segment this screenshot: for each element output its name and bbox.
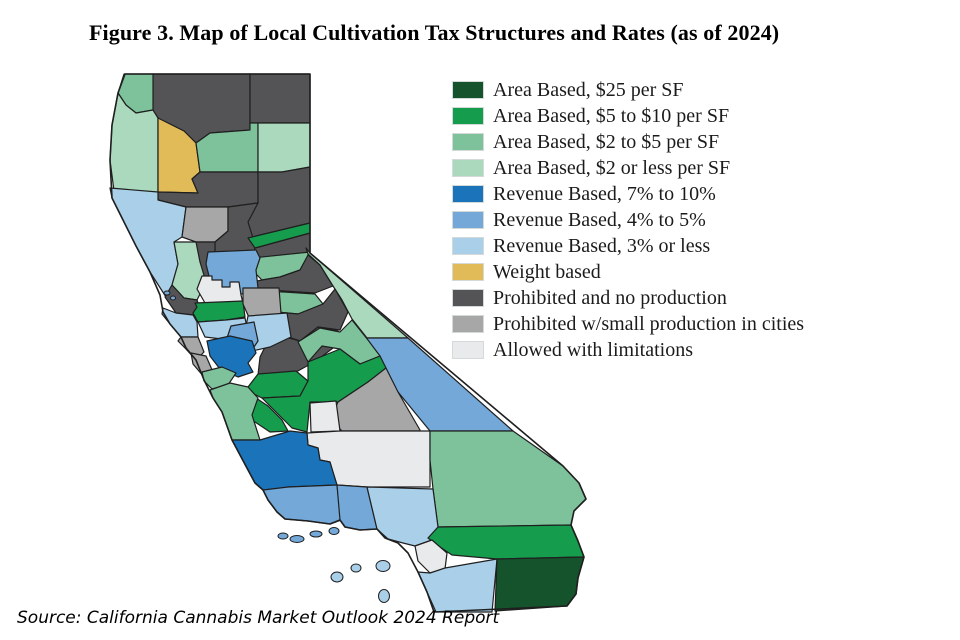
legend-item: Area Based, $2 or less per SF <box>452 155 804 181</box>
legend-item: Revenue Based, 3% or less <box>452 233 804 259</box>
state-outline <box>109 73 587 613</box>
county-monterey <box>209 382 261 441</box>
island <box>330 571 344 583</box>
legend-item: Revenue Based, 4% to 5% <box>452 207 804 233</box>
county-merced <box>247 370 309 399</box>
county-los-angeles <box>366 486 439 547</box>
island <box>350 563 362 573</box>
legend-swatch <box>452 133 484 151</box>
legend-swatch <box>452 237 484 255</box>
county-modoc <box>249 73 311 124</box>
island <box>163 290 171 296</box>
county-riverside <box>427 524 585 560</box>
legend-label: Revenue Based, 7% to 10% <box>493 183 716 205</box>
legend-swatch <box>452 211 484 229</box>
legend-label: Area Based, $5 to $10 per SF <box>493 105 730 127</box>
legend-item: Area Based, $5 to $10 per SF <box>452 103 804 129</box>
legend-label: Weight based <box>493 261 601 283</box>
legend-item: Area Based, $2 to $5 per SF <box>452 129 804 155</box>
island <box>170 295 176 301</box>
legend: Area Based, $25 per SF Area Based, $5 to … <box>452 77 804 363</box>
legend-swatch <box>452 341 484 359</box>
legend-label: Allowed with limitations <box>493 339 693 361</box>
county-santa-barbara <box>262 484 342 525</box>
legend-label: Revenue Based, 4% to 5% <box>493 209 706 231</box>
island <box>289 535 305 543</box>
legend-swatch <box>452 159 484 177</box>
island <box>277 532 289 540</box>
legend-item: Area Based, $25 per SF <box>452 77 804 103</box>
legend-swatch <box>452 185 484 203</box>
legend-swatch <box>452 315 484 333</box>
legend-label: Revenue Based, 3% or less <box>493 235 711 257</box>
legend-item: Allowed with limitations <box>452 337 804 363</box>
figure-title: Figure 3. Map of Local Cultivation Tax S… <box>89 20 780 45</box>
county-lassen <box>257 122 311 173</box>
legend-label: Area Based, $25 per SF <box>493 79 684 101</box>
island <box>378 589 390 603</box>
legend-label: Area Based, $2 or less per SF <box>493 157 731 179</box>
island <box>375 560 391 572</box>
island <box>328 527 340 535</box>
legend-label: Prohibited w/small production in cities <box>493 313 805 335</box>
legend-swatch <box>452 289 484 307</box>
legend-item: Prohibited and no production <box>452 285 804 311</box>
legend-item: Prohibited w/small production in cities <box>452 311 804 337</box>
legend-swatch <box>452 263 484 281</box>
county-kings <box>309 400 341 433</box>
island <box>309 530 323 538</box>
legend-item: Weight based <box>452 259 804 285</box>
legend-label: Prohibited and no production <box>493 287 727 309</box>
county-alameda-santa-clara <box>206 335 257 378</box>
legend-item: Revenue Based, 7% to 10% <box>452 181 804 207</box>
county-san-bernardino <box>429 430 587 528</box>
county-imperial <box>494 556 585 612</box>
legend-swatch <box>452 107 484 125</box>
source-caption: Source: California Cannabis Market Outlo… <box>17 608 500 628</box>
legend-label: Area Based, $2 to $5 per SF <box>493 131 720 153</box>
legend-swatch <box>452 81 484 99</box>
